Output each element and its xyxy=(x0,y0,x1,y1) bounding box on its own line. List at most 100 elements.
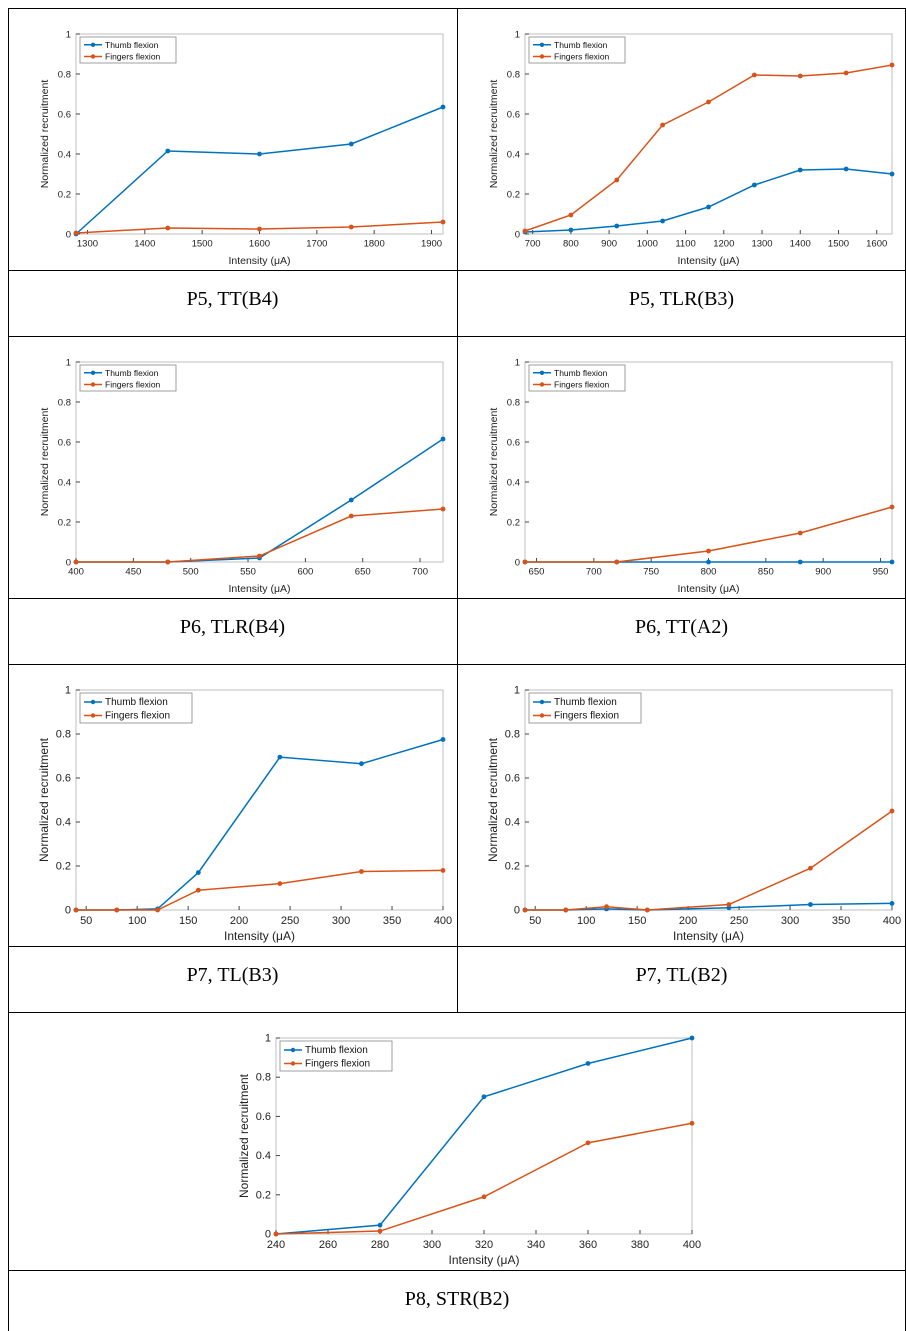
legend-box xyxy=(279,1040,393,1072)
caption-p8-str: P8, STR(B2) xyxy=(404,1288,510,1310)
y-tick-label: 0.2 xyxy=(56,861,71,873)
x-tick-label: 100 xyxy=(577,915,595,927)
legend-label: Fingers flexion xyxy=(554,52,610,62)
x-tick-label: 1800 xyxy=(364,239,385,250)
data-point xyxy=(585,1061,591,1066)
legend-marker xyxy=(290,1047,296,1053)
data-point xyxy=(165,559,171,565)
data-point xyxy=(797,530,803,536)
x-tick-label: 200 xyxy=(230,915,248,927)
y-tick-label: 0 xyxy=(66,558,71,569)
x-tick-label: 320 xyxy=(475,1239,493,1251)
chart-p6-tt: 0 0.2 0.4 0.6 0.8 1 650 700 750 800 850 900 950 Inten… xyxy=(488,358,895,595)
data-point xyxy=(359,869,364,874)
data-point xyxy=(706,99,711,105)
x-tick-label: 100 xyxy=(128,915,146,927)
chart-cell-p5-tlr: 0 0.2 0.4 0.6 0.8 1 700 800 900 1000 1100 1200 1300 1… xyxy=(457,8,906,270)
y-axis-label: Normalized recruitment xyxy=(37,737,51,862)
y-tick-label: 1 xyxy=(265,1033,271,1045)
row-divider xyxy=(8,1012,906,1013)
chart-cell-p6-tlr: 0 0.2 0.4 0.6 0.8 1 400 450 500 550 600 650 700 Inten… xyxy=(8,336,457,598)
x-tick-label: 1900 xyxy=(421,239,442,250)
chart-cell-p6-tt: 0 0.2 0.4 0.6 0.8 1 650 700 750 800 850 900 950 Inten… xyxy=(457,336,906,598)
x-axis-label: Intensity (μA) xyxy=(224,929,295,943)
legend-marker xyxy=(90,713,96,718)
data-point xyxy=(440,506,446,512)
data-point xyxy=(481,1094,487,1100)
y-tick-label: 0.8 xyxy=(505,729,520,741)
x-tick-label: 150 xyxy=(628,915,646,927)
y-tick-label: 0 xyxy=(65,905,71,917)
y-tick-label: 0.2 xyxy=(507,518,520,529)
data-point xyxy=(440,436,446,442)
data-point xyxy=(726,902,732,907)
data-point xyxy=(522,228,528,234)
x-tick-label: 340 xyxy=(527,1239,545,1251)
data-point xyxy=(440,219,446,225)
data-point xyxy=(568,227,574,233)
x-tick-label: 150 xyxy=(179,915,197,927)
plot-area xyxy=(75,689,444,911)
x-tick-label: 1400 xyxy=(790,239,811,250)
y-tick-label: 0.2 xyxy=(507,190,520,201)
data-point xyxy=(706,559,711,565)
chart-p5-tlr: 0 0.2 0.4 0.6 0.8 1 700 800 900 1000 1100 1200 1300 1… xyxy=(488,30,895,267)
data-point xyxy=(348,497,354,503)
x-tick-label: 850 xyxy=(758,567,774,578)
data-point xyxy=(155,907,160,913)
legend-marker xyxy=(539,370,545,375)
y-tick-label: 0 xyxy=(265,1229,271,1241)
data-point xyxy=(481,1194,487,1200)
caption-p7-tl-b2: P7, TL(B2) xyxy=(635,964,728,986)
legend: Thumb flexion Fingers flexion xyxy=(528,692,642,724)
y-tick-label: 0.8 xyxy=(507,398,520,409)
data-point xyxy=(277,881,283,886)
y-tick-label: 0.6 xyxy=(58,438,71,449)
data-point xyxy=(644,907,650,913)
y-axis-label: Normalized recruitment xyxy=(486,737,500,862)
data-point xyxy=(257,226,262,232)
x-tick-label: 1600 xyxy=(249,239,270,250)
data-point xyxy=(277,754,283,760)
legend-label: Thumb flexion xyxy=(105,40,159,50)
data-point xyxy=(808,902,813,907)
plot-area xyxy=(524,689,893,911)
y-axis-label: Normalized recruitment xyxy=(488,408,500,517)
table-border-left xyxy=(8,8,9,1331)
legend: Thumb flexion Fingers flexion xyxy=(79,364,177,392)
data-point xyxy=(563,907,569,913)
y-axis-label: Normalized recruitment xyxy=(39,408,51,517)
column-divider xyxy=(457,8,458,1012)
data-point xyxy=(889,504,895,510)
x-tick-label: 1000 xyxy=(637,239,658,250)
legend-label: Thumb flexion xyxy=(105,697,168,708)
y-tick-label: 0.8 xyxy=(58,70,71,81)
legend: Thumb flexion Fingers flexion xyxy=(279,1040,393,1072)
y-tick-label: 1 xyxy=(66,358,71,369)
x-tick-label: 300 xyxy=(332,915,350,927)
chart-cell-p7-tl-b3: 0 0.2 0.4 0.6 0.8 1 50 100 150 200 250 300 350 400 Int… xyxy=(8,664,457,946)
x-axis-label: Intensity (μA) xyxy=(673,929,744,943)
legend-label: Thumb flexion xyxy=(105,368,159,378)
data-point xyxy=(706,204,711,210)
x-tick-label: 450 xyxy=(125,567,141,578)
legend-marker xyxy=(539,699,545,705)
legend-label: Fingers flexion xyxy=(105,380,161,390)
y-tick-label: 0.6 xyxy=(505,773,520,785)
data-point xyxy=(585,1140,591,1146)
legend: Thumb flexion Fingers flexion xyxy=(79,36,177,64)
y-tick-label: 0.8 xyxy=(256,1072,271,1084)
x-tick-label: 1100 xyxy=(675,239,695,250)
x-tick-label: 700 xyxy=(525,239,541,250)
y-tick-label: 1 xyxy=(515,30,520,41)
y-tick-label: 0 xyxy=(515,558,520,569)
x-tick-label: 360 xyxy=(579,1239,597,1251)
y-tick-label: 0.4 xyxy=(58,150,71,161)
x-axis-label: Intensity (μA) xyxy=(677,255,739,267)
data-point xyxy=(257,151,262,157)
x-tick-label: 300 xyxy=(781,915,799,927)
x-tick-label: 200 xyxy=(679,915,697,927)
x-tick-label: 240 xyxy=(267,1239,285,1251)
data-point xyxy=(348,141,354,147)
